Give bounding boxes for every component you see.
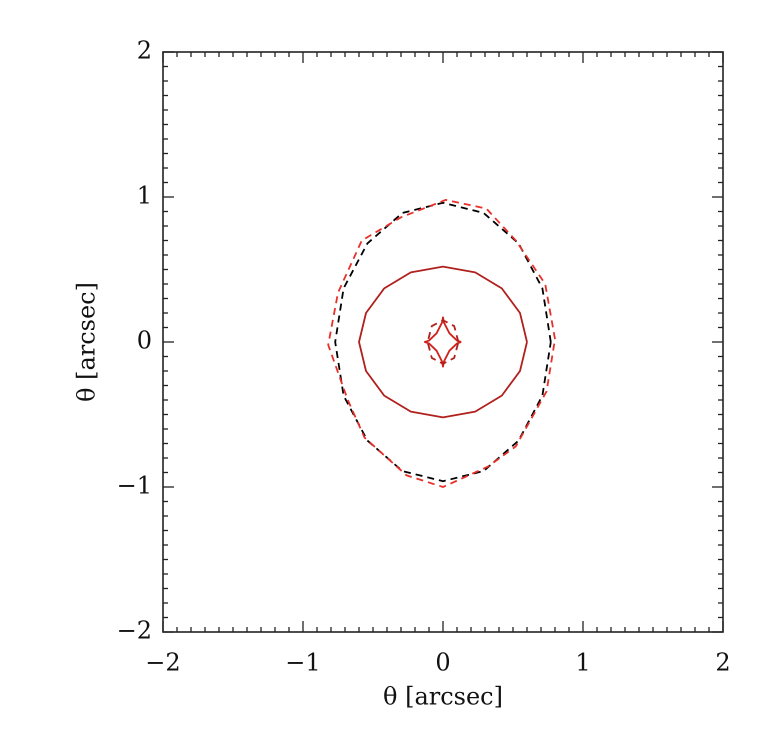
- x-tick-label: 1: [575, 649, 590, 677]
- y-tick-label: 0: [137, 327, 152, 355]
- curve: [334, 201, 552, 483]
- curve: [426, 319, 460, 365]
- y-tick-label: −2: [117, 617, 152, 645]
- y-tick-label: 2: [137, 37, 152, 65]
- x-axis-label: θ [arcsec]: [383, 683, 503, 711]
- y-tick-label: 1: [137, 182, 152, 210]
- plot-frame: [162, 51, 724, 633]
- x-tick-label: 0: [435, 649, 450, 677]
- x-tick-label: −1: [285, 649, 320, 677]
- x-tick-label: −2: [145, 649, 180, 677]
- y-tick-label: −1: [117, 472, 152, 500]
- x-tick-label: 2: [715, 649, 730, 677]
- curve: [327, 199, 556, 488]
- y-axis-label: θ [arcsec]: [73, 282, 101, 402]
- curve: [358, 265, 528, 419]
- curve: [423, 316, 462, 368]
